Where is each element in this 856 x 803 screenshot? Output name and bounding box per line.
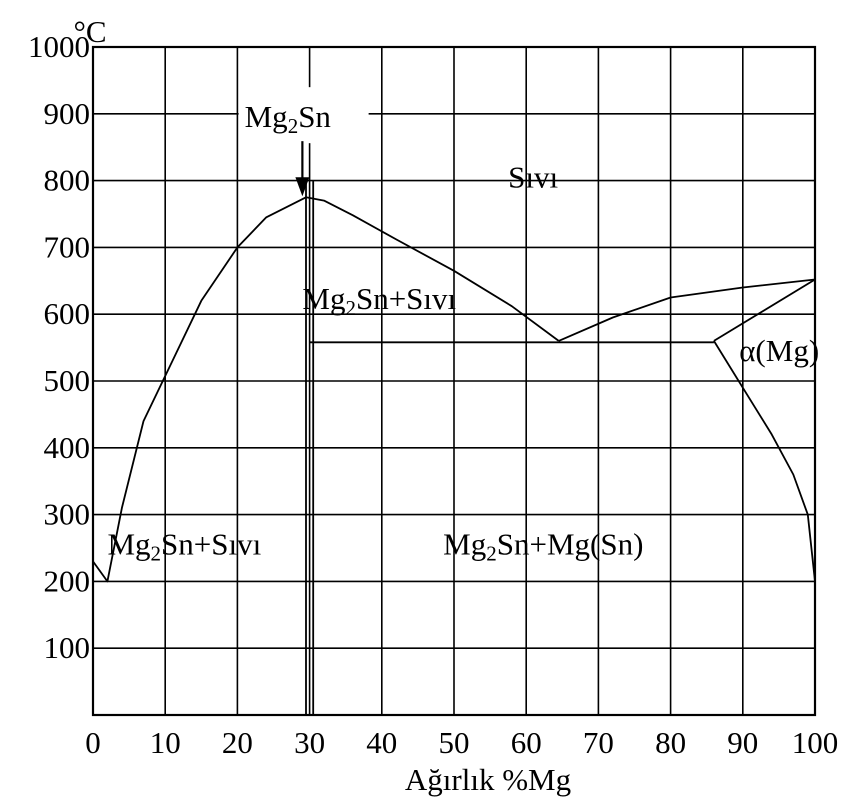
x-tick-label: 80 — [655, 725, 686, 760]
y-tick-label: 100 — [44, 630, 91, 665]
x-tick-label: 10 — [150, 725, 181, 760]
y-axis-unit-label: °C — [73, 14, 106, 49]
region-label-4: Mg2Sn+Mg(Sn) — [443, 527, 643, 566]
y-tick-label: 600 — [44, 296, 91, 331]
arrow-head — [295, 177, 310, 197]
y-tick-label: 900 — [44, 96, 91, 131]
x-tick-label: 20 — [222, 725, 253, 760]
phase-boundary-line-1 — [92, 196, 560, 583]
y-tick-label: 700 — [44, 229, 91, 264]
x-tick-label: 100 — [792, 725, 839, 760]
region-label-3: Mg2Sn+Sıvı — [107, 527, 261, 566]
x-tick-label: 30 — [294, 725, 325, 760]
x-tick-label: 60 — [511, 725, 542, 760]
x-tick-label: 70 — [583, 725, 614, 760]
region-label-2: Mg2Sn+Sıvı — [302, 281, 456, 320]
y-tick-label: 800 — [44, 163, 91, 198]
region-label-1: Sıvı — [508, 159, 558, 194]
phase-boundary-line-3 — [713, 278, 816, 342]
x-tick-label: 0 — [85, 725, 101, 760]
phase-boundary-line-5 — [713, 340, 816, 582]
x-tick-label: 90 — [727, 725, 758, 760]
y-tick-label: 1000 — [28, 29, 90, 64]
y-tick-label: 300 — [44, 497, 91, 532]
x-axis-label: Ağırlık %Mg — [405, 762, 571, 797]
y-tick-label: 400 — [44, 430, 91, 465]
region-label-6: Mg2Sn — [245, 99, 332, 138]
y-tick-label: 200 — [44, 563, 91, 598]
phase-boundary-line-2 — [558, 278, 816, 342]
region-label-5: α(Mg) — [739, 333, 819, 368]
x-tick-label: 40 — [366, 725, 397, 760]
label-backdrop — [238, 87, 369, 144]
y-tick-label: 500 — [44, 363, 91, 398]
x-tick-label: 50 — [439, 725, 470, 760]
